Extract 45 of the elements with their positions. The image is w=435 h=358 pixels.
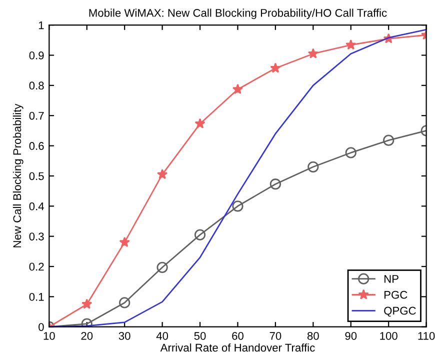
- chart-title: Mobile WiMAX: New Call Blocking Probability/HO Call Traffic: [89, 8, 387, 20]
- y-tick-label: 0.8: [29, 82, 44, 90]
- point: [82, 298, 92, 309]
- point: [345, 147, 356, 158]
- point: [232, 200, 244, 212]
- legend-label: QPGC: [384, 306, 416, 317]
- point: [156, 262, 168, 273]
- x-tick-label: 90: [345, 332, 357, 340]
- point: [194, 229, 206, 240]
- point: [119, 236, 130, 247]
- y-tick-label: 0.3: [29, 232, 44, 240]
- point: [81, 318, 92, 327]
- x-tick-label: 30: [118, 332, 130, 340]
- point: [308, 48, 318, 58]
- y-tick-label: 0.1: [29, 292, 44, 301]
- x-tick-label: 10: [44, 332, 55, 340]
- x-axis-title: Arrival Rate of Handover Traffic: [160, 343, 315, 352]
- point: [270, 62, 281, 73]
- y-tick-label: 0: [38, 323, 44, 331]
- point: [119, 297, 130, 308]
- x-tick-label: 60: [232, 332, 244, 340]
- point: [308, 161, 319, 172]
- y-tick-label: 0.4: [29, 202, 44, 210]
- y-tick-label: 0.7: [29, 112, 44, 120]
- x-tick-label: 50: [194, 332, 206, 340]
- point: [346, 39, 356, 50]
- x-tick-label: 110: [418, 332, 435, 340]
- y-tick-label: 0.6: [29, 142, 44, 150]
- y-tick-label: 0.9: [29, 52, 44, 60]
- legend-label: NP: [384, 275, 398, 283]
- y-tick-label: 0.5: [29, 172, 44, 180]
- x-tick-label: 80: [307, 332, 319, 340]
- y-tick-label: 1: [38, 21, 44, 30]
- x-tick-label: 40: [156, 332, 168, 340]
- point: [270, 178, 281, 190]
- x-tick-label: 20: [81, 332, 93, 340]
- point: [232, 84, 244, 94]
- y-axis-title: New Call Blocking Probability: [12, 104, 24, 248]
- point: [156, 168, 168, 180]
- y-tick-label: 0.2: [29, 262, 44, 271]
- point: [383, 134, 394, 146]
- x-tick-label: 70: [270, 332, 282, 340]
- x-tick-label: 100: [380, 332, 398, 340]
- point: [194, 118, 206, 128]
- legend-label: PGC: [384, 290, 408, 299]
